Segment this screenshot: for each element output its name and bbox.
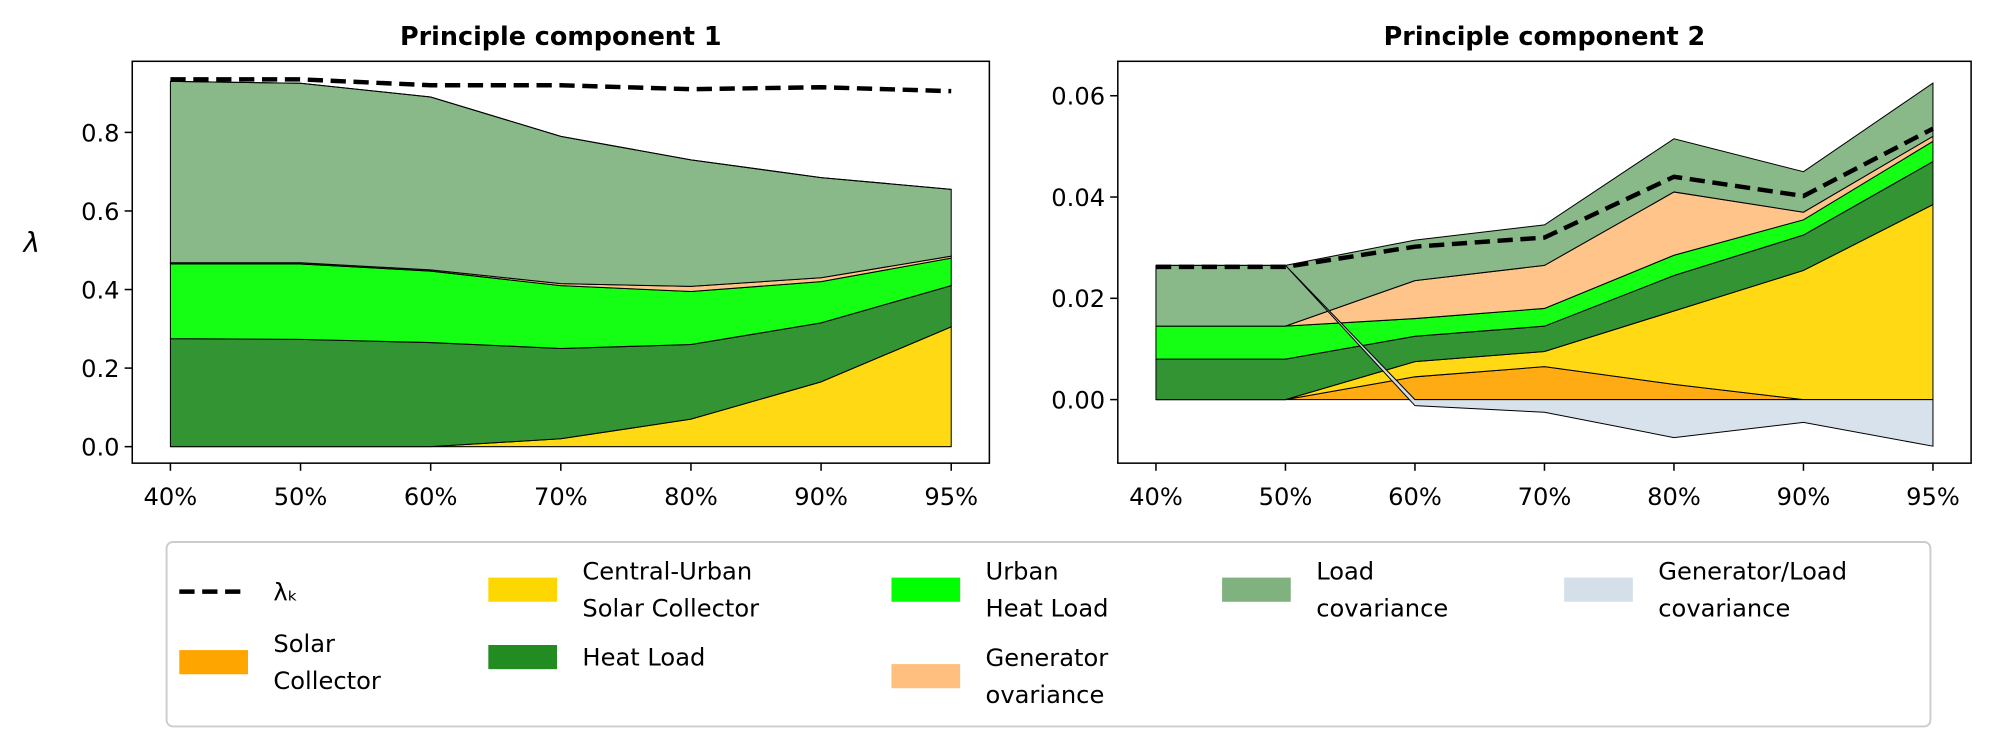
x-tick-label: 70% [534,483,588,511]
y-tick-label: 0.6 [81,198,119,226]
legend-item: Urban Heat Load [891,558,1109,623]
lambda-line [1155,126,1934,270]
legend-label: Generator ovariance [986,644,1109,709]
x-tick-label: 50% [274,483,328,511]
legend-item: Heat Load [488,643,705,671]
area [1155,264,1934,447]
legend-label: Central-Urban Solar Collector [582,558,759,623]
chart-title: Principle component 2 [1384,21,1706,51]
x-tick-label: 60% [404,483,458,511]
y-tick-label: 0.02 [1051,285,1105,313]
legend-swatch [1222,577,1291,602]
legend-swatch [1564,577,1633,602]
x-tick-label: 40% [144,483,198,511]
legend-label: Solar Collector [273,630,380,695]
legend-label: Generator/Load covariance [1658,558,1847,623]
legend-label: Load covariance [1316,558,1448,623]
x-tick-label: 80% [1647,483,1701,511]
legend-swatch [891,577,961,602]
y-tick-label: 0.0 [81,434,119,462]
legend-label: λₖ [273,578,298,606]
legend-label: Heat Load [582,643,705,671]
x-tick-label: 40% [1129,483,1183,511]
legend-frame [165,541,1932,728]
x-tick-label: 80% [664,483,718,511]
y-tick-label: 0.04 [1051,184,1105,212]
y-tick-label: 0.8 [81,119,119,147]
y-tick-label: 0.00 [1051,386,1105,414]
x-tick-label: 95% [924,483,978,511]
legend-item: Load covariance [1222,558,1448,623]
x-tick-label: 95% [1906,483,1960,511]
legend-swatch [488,645,557,670]
x-tick-label: 90% [794,483,848,511]
legend-swatch [891,664,961,689]
legend-swatch [179,650,248,675]
x-tick-label: 60% [1388,483,1442,511]
chart-title: Principle component 1 [400,21,722,51]
y-tick-label: 0.06 [1051,83,1105,111]
legend-item: Central-Urban Solar Collector [488,558,759,623]
x-tick-label: 70% [1518,483,1572,511]
x-tick-label: 50% [1259,483,1313,511]
legend-item: Generator/Load covariance [1564,558,1847,623]
legend-item: Solar Collector [179,630,381,695]
legend-swatch [488,577,557,602]
y-axis-label: λ [22,226,41,259]
legend-item: Generator ovariance [891,644,1108,709]
legend-item: λₖ [179,578,298,606]
x-tick-label: 90% [1777,483,1831,511]
lambda-line [170,77,952,94]
y-tick-label: 0.2 [81,355,119,383]
legend-label: Urban Heat Load [986,558,1109,623]
y-tick-label: 0.4 [81,276,119,304]
